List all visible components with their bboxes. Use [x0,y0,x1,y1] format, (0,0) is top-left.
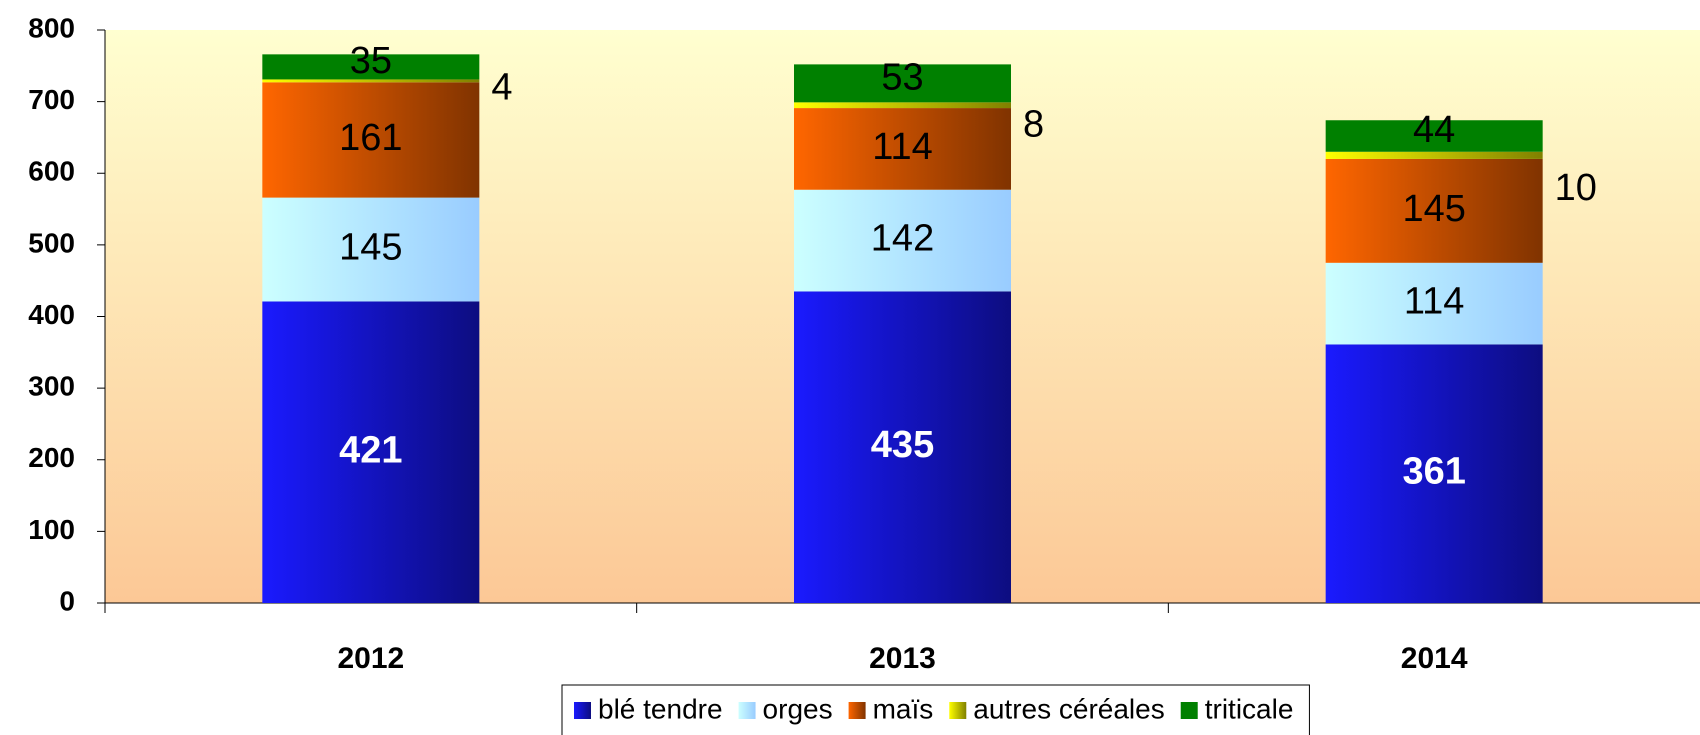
data-label: 10 [1555,167,1597,209]
legend-swatch [738,702,756,719]
data-label: 145 [1402,188,1465,230]
legend-label: autres céréales [973,693,1164,724]
data-label: 145 [339,227,402,269]
bar-segment [1325,262,1543,345]
x-tick-label: 2014 [1401,642,1468,675]
legend-label: orges [763,693,833,724]
data-label: 35 [350,40,392,82]
y-tick-label: 300 [28,371,75,402]
data-label: 421 [339,429,402,471]
data-label: 161 [339,117,402,159]
legend-label: blé tendre [598,693,723,724]
y-tick-label: 700 [28,84,75,115]
data-label: 8 [1023,103,1044,145]
legend-swatch [1180,702,1198,719]
bar-segment [1325,120,1543,152]
data-label: 114 [1404,281,1465,323]
data-label: 44 [1413,109,1455,151]
bar-segment [1325,344,1543,603]
data-label: 361 [1402,451,1465,493]
legend-swatch [949,702,967,719]
y-tick-label: 0 [59,585,75,616]
data-label: 53 [881,56,923,98]
x-tick-label: 2013 [869,642,936,675]
bar-segment [794,64,1011,103]
data-label: 114 [872,126,933,168]
y-tick-label: 800 [28,12,75,43]
bar-segment [794,291,1011,603]
legend-label: triticale [1205,693,1294,724]
data-label: 142 [871,218,934,260]
y-tick-label: 500 [28,227,75,258]
legend-swatch [848,702,866,719]
bar-segment [262,82,480,198]
legend-swatch [574,702,591,719]
y-tick-label: 100 [28,514,75,545]
bar-segment [794,108,1011,190]
x-tick-label: 2012 [337,642,404,675]
y-tick-label: 600 [28,156,75,187]
bar-segment [262,79,480,83]
y-tick-label: 400 [28,299,75,330]
bar-segment [794,189,1011,292]
bar-segment [794,102,1011,109]
legend-label: maïs [873,693,934,724]
bar-segment [262,301,480,603]
bar-segment [262,54,480,80]
bar-segment [1325,151,1543,159]
bar-segment [262,197,480,302]
data-label: 435 [871,424,934,466]
y-tick-label: 200 [28,442,75,473]
bar-segment [1325,158,1543,263]
data-label: 4 [491,66,512,108]
